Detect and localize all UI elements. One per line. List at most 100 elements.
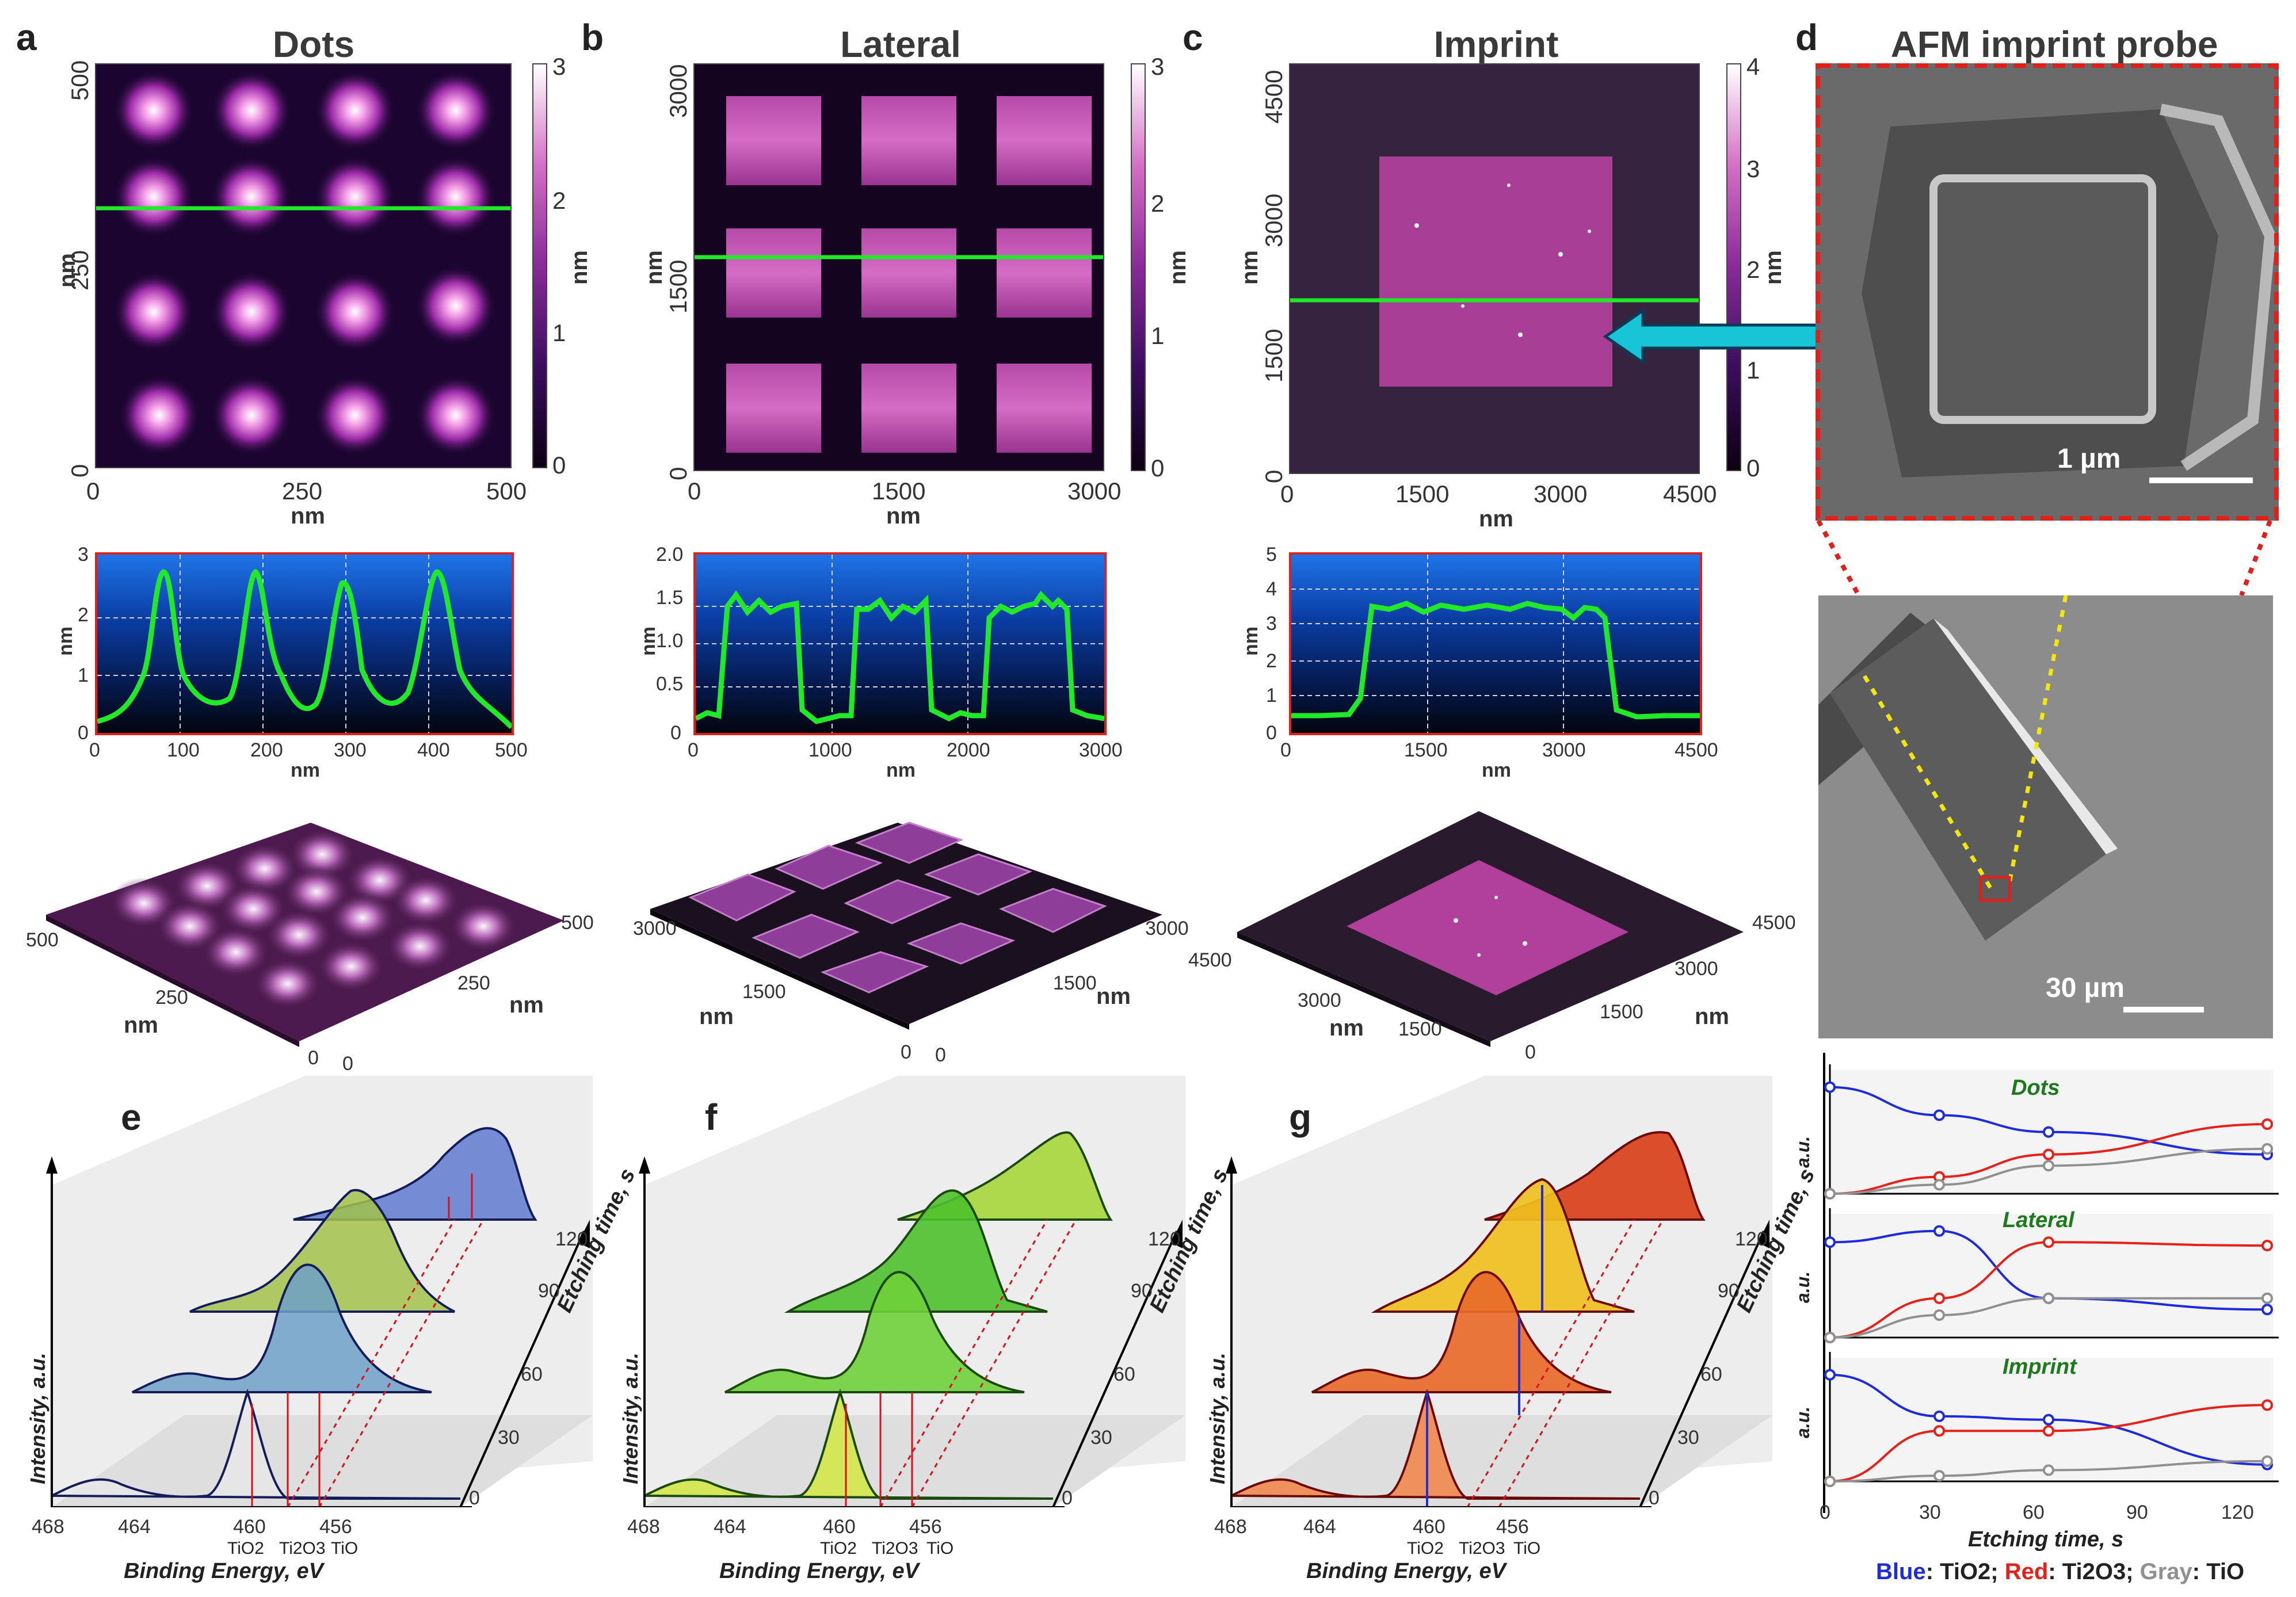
x-tick: 90 [2126, 1502, 2148, 1523]
data-point-TiO [2261, 1455, 2273, 1467]
y-tick: 1 [78, 664, 89, 686]
zoom-lines [1816, 521, 2272, 597]
data-point-TiO [2261, 1292, 2273, 1304]
x-tick: 500 [495, 739, 528, 761]
cbar-label: nm [1761, 250, 1786, 285]
x-tick: 30 [1919, 1502, 1941, 1523]
data-point-TiO [1933, 1470, 1945, 1482]
x-tick: 0 [1280, 480, 1294, 507]
y-axis-label: nm [1237, 250, 1263, 285]
etch-tick: 120 [1148, 1228, 1181, 1250]
surface-3d-imprint [1237, 811, 1744, 1047]
panel-label-e: e [121, 1096, 142, 1138]
peak-label: TiO [1513, 1539, 1541, 1558]
cbar-tick: 3 [552, 53, 566, 80]
etch-tick: 0 [1062, 1487, 1073, 1509]
x-tick: 460 [1413, 1516, 1446, 1538]
y-axis-label: nm [1240, 626, 1262, 656]
peak-label: TiO [926, 1539, 954, 1558]
y-axis-label: a.u. [1792, 1271, 1813, 1303]
y-axis-label: a.u. [1792, 1136, 1813, 1168]
panel-title-lateral: Lateral [840, 24, 961, 65]
series-line-Ti2O3 [1829, 1123, 2268, 1195]
series-line-TiO [1829, 1148, 2268, 1195]
y-tick: 1500 [1260, 328, 1287, 383]
y-tick: 0.5 [656, 673, 684, 695]
axis-3d-label: 0 [1525, 1041, 1536, 1063]
x-tick: 1500 [872, 477, 926, 505]
axis-3d-label: 0 [308, 1047, 319, 1069]
etch-tick: 30 [1677, 1427, 1699, 1449]
legend: Blue: TiO2; Red: Ti2O3; Gray: TiO [1876, 1559, 2244, 1585]
y-tick: 2 [78, 604, 89, 626]
x-axis-label: Etching time, s [1968, 1527, 2124, 1552]
etch-tick: 60 [1113, 1363, 1135, 1385]
series-line-TiO [1829, 1297, 2267, 1339]
axis-3d-label: 250 [155, 987, 188, 1008]
data-point-Ti2O3 [2261, 1399, 2273, 1411]
y-tick: 3000 [1260, 193, 1287, 247]
y-tick: 0 [78, 722, 89, 744]
panel-title-probe: AFM imprint probe [1890, 24, 2218, 65]
y-axis-label: a.u. [1792, 1406, 1813, 1438]
colorbar [1131, 63, 1146, 471]
x-axis-label: nm [291, 759, 320, 781]
x-tick: 60 [2023, 1502, 2045, 1523]
subplot-title: Lateral [2003, 1208, 2074, 1232]
panel-label-a: a [16, 17, 37, 58]
x-tick: 0 [89, 739, 100, 761]
x-axis-label: nm [1482, 759, 1511, 781]
x-tick: 464 [714, 1516, 746, 1538]
x-tick: 300 [334, 739, 367, 761]
axis-3d-unit: nm [124, 1013, 158, 1038]
cbar-tick: 3 [1746, 155, 1760, 182]
kinetics-chart [1823, 1053, 2279, 1513]
x-tick: 460 [823, 1516, 856, 1538]
subplot-title: Imprint [2003, 1355, 2077, 1379]
y-axis-label: Intensity, a.u. [1206, 1353, 1229, 1484]
peak-label: TiO [331, 1539, 358, 1558]
peak-label: TiO2 [227, 1539, 264, 1558]
y-axis-label: nm [642, 250, 667, 285]
data-point-TiO2 [2043, 1126, 2054, 1138]
data-point-TiO2 [1824, 1369, 1836, 1381]
y-tick: 5 [1266, 544, 1277, 566]
x-tick: 468 [627, 1516, 660, 1538]
y-tick: 3 [1266, 613, 1277, 635]
axis-3d-label: 0 [901, 1041, 911, 1063]
x-tick: 456 [1496, 1516, 1529, 1538]
y-tick: 0 [670, 722, 681, 744]
data-point-TiO2 [2261, 1304, 2273, 1316]
data-point-TiO [1824, 1476, 1836, 1487]
series-line-TiO2 [1829, 1086, 2268, 1156]
data-point-TiO2 [2043, 1413, 2054, 1426]
y-tick: 1 [1266, 685, 1277, 706]
cbar-tick: 2 [1746, 256, 1760, 283]
etch-tick: 90 [1718, 1280, 1740, 1302]
axis-3d-label: 500 [561, 912, 594, 934]
y-tick: 2.0 [656, 544, 684, 566]
y-axis-label: Intensity, a.u. [619, 1353, 642, 1484]
x-tick: 250 [282, 477, 323, 505]
etch-tick: 90 [1131, 1280, 1153, 1302]
surface-3d-lateral [650, 822, 1162, 1030]
scale-bar-label: 30 µm [2046, 973, 2125, 1003]
x-axis-label: nm [886, 503, 921, 529]
cbar-tick: 2 [1151, 190, 1165, 217]
cbar-label: nm [1165, 250, 1191, 285]
peak-label: Ti2O3 [872, 1539, 918, 1558]
etch-tick: 120 [555, 1228, 588, 1250]
x-axis-label: nm [1479, 506, 1513, 532]
xps-plot-g [1226, 1076, 1772, 1507]
x-axis-label: nm [886, 759, 916, 781]
y-tick: 500 [66, 60, 93, 101]
panel-label-b: b [581, 17, 604, 58]
x-tick: 456 [319, 1516, 352, 1538]
axis-3d-label: 1500 [1053, 972, 1097, 994]
data-point-TiO [1824, 1332, 1836, 1343]
data-point-TiO2 [1824, 1236, 1836, 1248]
y-tick: 4 [1266, 578, 1277, 600]
x-tick: 1500 [1404, 739, 1448, 761]
x-tick: 3000 [1079, 739, 1123, 761]
legend-blue-species: : TiO2; [1925, 1559, 2005, 1584]
